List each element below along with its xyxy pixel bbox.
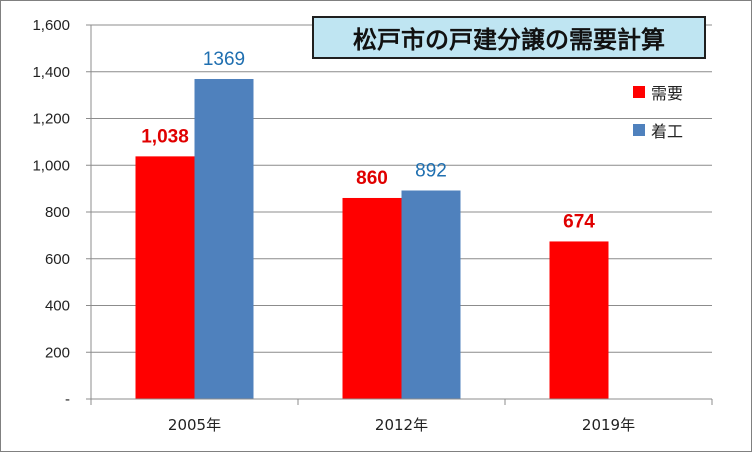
y-tick-label: 1,400 (32, 64, 70, 81)
legend-swatch-demand (633, 86, 645, 98)
legend-item-starts: 着工 (633, 119, 683, 141)
bar-demand (549, 241, 609, 399)
data-label-starts: 1369 (203, 49, 245, 70)
data-label-demand: 674 (563, 211, 595, 232)
y-tick-label: 1,600 (32, 17, 70, 34)
legend-item-demand: 需要 (633, 81, 683, 103)
bar-starts (194, 78, 254, 399)
legend-swatch-starts (633, 124, 645, 136)
y-tick-label: 1,200 (32, 111, 70, 128)
y-tick-label: 800 (45, 204, 70, 221)
x-category-label: 2005年 (168, 416, 221, 434)
data-label-demand: 1,038 (141, 126, 189, 147)
bar-starts (401, 190, 461, 399)
legend-label-starts: 着工 (651, 122, 684, 141)
bar-demand (342, 197, 402, 399)
legend-label-demand: 需要 (651, 84, 684, 103)
y-axis-ticks: - 200 400 600 800 1,000 1,200 1,400 1,600 (32, 17, 91, 408)
y-tick-label: 200 (45, 344, 70, 361)
bar-demand (135, 156, 195, 399)
data-labels: 1,038 1369 860 892 674 (141, 49, 595, 232)
legend: 需要 着工 (633, 81, 683, 157)
x-axis-categories: 2005年 2012年 2019年 (168, 416, 635, 434)
x-category-label: 2019年 (582, 416, 635, 434)
axes (90, 25, 713, 405)
data-label-starts: 892 (415, 160, 447, 181)
bars (135, 78, 609, 399)
y-tick-label: 1,000 (32, 157, 70, 174)
y-tick-label: 400 (45, 298, 70, 315)
y-tick-label: - (65, 391, 70, 408)
y-tick-label: 600 (45, 251, 70, 268)
data-label-demand: 860 (356, 168, 388, 189)
x-category-label: 2012年 (375, 416, 428, 434)
chart-title: 松戸市の戸建分譲の需要計算 (312, 16, 706, 59)
